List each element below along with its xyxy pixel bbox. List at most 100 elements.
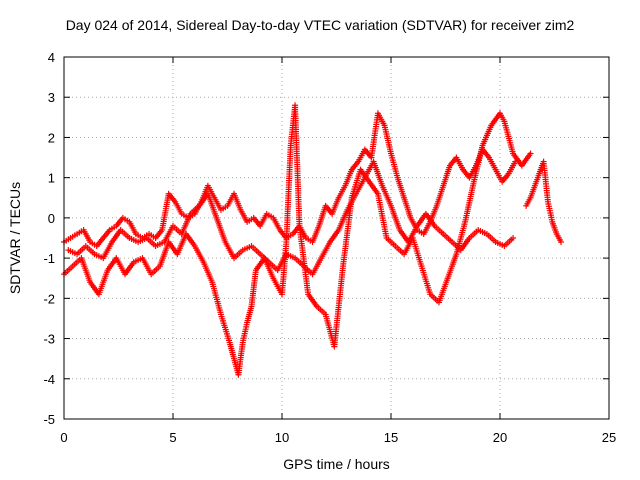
data-point-fill — [79, 257, 93, 284]
data-point-fill — [406, 224, 420, 243]
data-point-fill — [240, 321, 250, 344]
x-tick-label: 10 — [275, 430, 289, 445]
data-point-fill — [477, 228, 488, 236]
data-point-fill — [101, 228, 112, 240]
data-point-fill — [336, 184, 348, 199]
data-point-fill — [201, 261, 215, 284]
data-point-fill — [231, 192, 243, 211]
data-point-fill — [500, 172, 511, 184]
data-point-fill — [367, 180, 380, 195]
data-point-fill — [293, 256, 306, 268]
data-point-fill — [128, 236, 139, 244]
data-point-fill — [132, 256, 144, 265]
data-point-fill — [189, 204, 201, 216]
data-point-fill — [540, 160, 551, 203]
data-point-fill — [354, 176, 367, 195]
data-point-fill — [380, 184, 394, 207]
series-track-3 — [65, 158, 517, 278]
y-tick-label: 0 — [48, 211, 55, 226]
data-point-fill — [395, 176, 407, 199]
data-point-fill — [319, 241, 332, 260]
data-point-fill — [206, 184, 217, 199]
data-point — [510, 235, 517, 241]
data-point-fill — [232, 248, 244, 260]
data-point-fill — [122, 216, 131, 224]
data-point-fill — [424, 212, 437, 228]
y-axis-label: SDTVAR / TECUs — [7, 181, 23, 295]
data-point-fill — [285, 232, 294, 240]
data-point-fill — [241, 244, 253, 253]
data-point-fill — [205, 192, 219, 219]
data-point-fill — [95, 236, 105, 248]
x-tick-label: 15 — [384, 430, 398, 445]
data-point-fill — [487, 156, 498, 171]
data-point-fill — [520, 152, 533, 167]
data-point-fill — [135, 232, 144, 240]
data-point-fill — [315, 305, 327, 316]
data-point-fill — [468, 228, 480, 240]
series-track-4 — [523, 158, 565, 246]
data-point-fill — [292, 104, 303, 227]
x-tick-label: 5 — [169, 430, 176, 445]
data-point-fill — [214, 216, 228, 243]
data-point-fill — [433, 224, 445, 236]
data-point-fill — [545, 201, 555, 223]
data-point-fill — [310, 257, 324, 276]
data-point-fill — [382, 124, 394, 155]
data-point-fill — [416, 228, 425, 236]
data-point-fill — [265, 212, 275, 220]
data-point-fill — [485, 232, 497, 244]
data-point-fill — [434, 184, 446, 207]
data-point-fill — [123, 260, 136, 276]
data-point-fill — [248, 269, 259, 308]
data-point — [558, 239, 565, 246]
data-point-fill — [401, 196, 413, 219]
data-point-fill — [275, 253, 289, 272]
y-tick-label: 1 — [48, 171, 55, 186]
data-point-fill — [209, 281, 224, 316]
data-point-fill — [62, 264, 74, 276]
data-point-fill — [528, 184, 538, 199]
data-point-fill — [166, 192, 177, 204]
y-tick-label: 3 — [48, 90, 55, 105]
data-point-fill — [371, 160, 385, 187]
data-point-fill — [184, 232, 197, 248]
data-point-fill — [96, 269, 110, 296]
data-point-fill — [343, 168, 354, 187]
data-point-fill — [212, 196, 223, 211]
data-point-fill — [89, 240, 98, 248]
data-point-fill — [114, 216, 125, 228]
data-point-fill — [75, 244, 88, 256]
chart-title: Day 024 of 2014, Sidereal Day-to-day VTE… — [65, 17, 575, 33]
data-point-fill — [336, 208, 350, 231]
data-point-fill — [244, 305, 254, 324]
data-marks — [61, 102, 565, 378]
data-point-fill — [69, 232, 78, 240]
x-tick-label: 20 — [493, 430, 507, 445]
data-point-fill — [63, 236, 72, 244]
data-point-fill — [306, 293, 319, 308]
data-point-fill — [109, 224, 118, 232]
data-point-fill — [345, 192, 358, 211]
y-tick-label: 2 — [48, 130, 55, 145]
data-point-fill — [316, 204, 328, 227]
data-point-fill — [179, 212, 193, 235]
data-point-fill — [258, 212, 269, 227]
data-point-fill — [220, 204, 229, 212]
data-point-fill — [76, 228, 85, 236]
data-point-fill — [258, 252, 271, 264]
data-point-fill — [227, 341, 237, 360]
data-point-fill — [173, 200, 184, 215]
data-point-fill — [145, 236, 157, 248]
data-point-fill — [350, 160, 360, 171]
data-point-fill — [93, 252, 105, 261]
data-point-fill — [368, 112, 381, 159]
data-point-fill — [459, 236, 472, 252]
data-point-fill — [81, 229, 93, 243]
data-point-fill — [410, 237, 424, 267]
x-tick-label: 25 — [602, 430, 616, 445]
y-tick-label: -4 — [43, 372, 55, 387]
x-axis-label: GPS time / hours — [283, 456, 390, 472]
y-tick-label: -3 — [43, 332, 55, 347]
